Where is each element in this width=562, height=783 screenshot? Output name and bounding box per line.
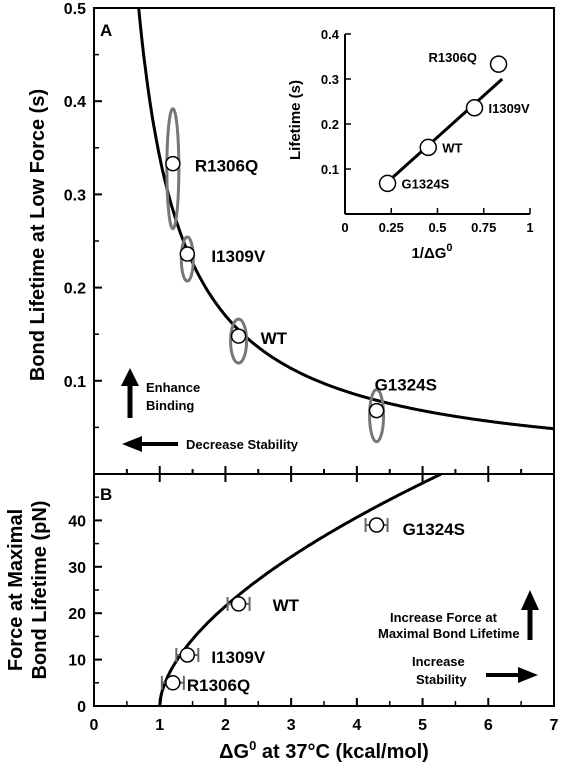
panel-b-frame xyxy=(93,473,555,707)
inset-point-label: G1324S xyxy=(402,176,450,191)
inset-xtick-label: 0 xyxy=(341,220,348,235)
panel-b-point-label: G1324S xyxy=(403,520,465,539)
panel-a-fit-curve xyxy=(137,7,555,431)
x-axis-label-rest: at 37°C (kcal/mol) xyxy=(256,741,429,763)
increase-force-arrow xyxy=(521,590,539,640)
enhance-label-line2: Binding xyxy=(146,398,194,413)
inset-point xyxy=(465,99,484,117)
panel-b-ytick-label: 30 xyxy=(68,560,86,577)
panel-a-point xyxy=(368,402,385,419)
panel-a-error-ellipse xyxy=(368,388,386,444)
panel-a-point-label: I1309V xyxy=(211,247,266,266)
inset-ytick-label: 0.4 xyxy=(321,27,340,42)
inset-xtick-label: 0.5 xyxy=(428,220,446,235)
panel-a-error-ellipse xyxy=(165,107,181,231)
inset-xtick-label: 0.25 xyxy=(379,220,404,235)
increase-stability-arrow xyxy=(486,667,538,683)
panel-a-ytick-label: 0.1 xyxy=(64,374,86,391)
panel-a-point xyxy=(165,155,181,172)
inset-ytick-label: 0.3 xyxy=(321,72,339,87)
x-axis-label: ΔG0 at 37°C (kcal/mol) xyxy=(219,738,429,763)
panel-b-fit-curve xyxy=(158,472,442,707)
decrease-stability-label: Decrease Stability xyxy=(186,437,299,452)
panel-b-point-label: WT xyxy=(273,596,300,615)
inset-point-label: R1306Q xyxy=(429,50,477,65)
panel-b-xtick-label: 7 xyxy=(550,717,559,734)
inset-point-label: WT xyxy=(442,140,462,155)
x-axis-label-main: ΔG xyxy=(219,741,249,763)
panel-b-xtick-label: 4 xyxy=(352,717,361,734)
panel-a-ytick-label: 0.5 xyxy=(64,1,86,18)
panel-a-ytick-label: 0.4 xyxy=(64,94,86,111)
panel-b-xtick-label: 3 xyxy=(287,717,296,734)
panel-a-plot: R1306Q I1309V WT G1324S xyxy=(137,7,555,444)
panel-b-xtick-label: 1 xyxy=(155,717,164,734)
panel-a-point xyxy=(179,246,196,262)
panel-a-letter: A xyxy=(100,21,112,40)
panel-b-ytick-label: 20 xyxy=(68,606,86,623)
increase-stability-line2: Stability xyxy=(416,672,467,687)
inset-point xyxy=(378,174,397,193)
panel-a-error-ellipse xyxy=(229,317,249,365)
enhance-binding-arrow xyxy=(121,368,139,418)
inset-point-label: I1309V xyxy=(489,101,531,116)
inset-xlabel-sup: 0 xyxy=(446,242,452,254)
panel-b-ylabel-line1: Force at Maximal xyxy=(5,509,27,671)
panel-b-xtick-label: 0 xyxy=(90,717,99,734)
panel-b-ytick-label: 40 xyxy=(68,513,86,530)
inset-point xyxy=(419,138,437,157)
inset-point xyxy=(489,55,508,73)
panel-b-ytick-label: 0 xyxy=(77,699,86,716)
inset-fit-line xyxy=(380,77,504,189)
panel-b-xtick-label: 2 xyxy=(221,717,230,734)
panel-b-point xyxy=(179,647,196,663)
panel-b-point xyxy=(230,596,247,612)
panel-a-ytick-label: 0.3 xyxy=(64,187,86,204)
inset-chart: 0.1 0.2 0.3 0.4 0 0.25 0.5 0.75 1 R1306Q I1309V WT G… xyxy=(321,27,534,235)
panel-b-ticks: 0 10 20 30 40 0 1 2 3 4 5 6 7 xyxy=(68,474,559,734)
panel-b-point xyxy=(165,675,181,691)
enhance-label-line1: Enhance xyxy=(146,380,200,395)
panel-a-ylabel: Bond Lifetime at Low Force (s) xyxy=(27,89,49,381)
panel-b-point-label: I1309V xyxy=(211,648,266,667)
panel-a-ytick-label: 0.2 xyxy=(64,281,86,298)
panel-a-ticks: 0.1 0.2 0.3 0.4 0.5 xyxy=(64,1,555,474)
increase-force-line2: Maximal Bond Lifetime xyxy=(378,626,520,641)
panel-a-error-ellipse xyxy=(179,235,195,283)
decrease-stability-arrow xyxy=(122,436,178,452)
panel-a-point-label: G1324S xyxy=(375,376,437,395)
increase-force-line1: Increase Force at xyxy=(390,610,498,625)
inset-xlabel: 1/ΔG0 xyxy=(411,242,452,262)
panel-a-point xyxy=(230,328,247,344)
panel-b-ytick-label: 10 xyxy=(68,653,86,670)
panel-b-plot: R1306Q I1309V WT G1324S xyxy=(158,472,465,707)
panel-b-letter: B xyxy=(100,485,112,504)
inset-ytick-label: 0.2 xyxy=(321,117,339,132)
panel-a-point-label: WT xyxy=(261,329,288,348)
inset-xtick-label: 1 xyxy=(526,220,533,235)
panel-b-point-label: R1306Q xyxy=(187,676,250,695)
panel-b-point xyxy=(368,517,385,533)
inset-ylabel: Lifetime (s) xyxy=(287,80,304,160)
inset-xlabel-main: 1/ΔG xyxy=(411,245,446,262)
panel-b-xtick-label: 6 xyxy=(484,717,493,734)
increase-stability-line1: Increase xyxy=(412,654,465,669)
panel-a-point-label: R1306Q xyxy=(195,157,258,176)
x-axis-label-sup: 0 xyxy=(249,738,256,753)
inset-ytick-label: 0.1 xyxy=(321,162,339,177)
panel-b-ylabel-line2: Bond Lifetime (pN) xyxy=(29,501,51,680)
panel-b-xtick-label: 5 xyxy=(418,717,427,734)
inset-xtick-label: 0.75 xyxy=(471,220,496,235)
